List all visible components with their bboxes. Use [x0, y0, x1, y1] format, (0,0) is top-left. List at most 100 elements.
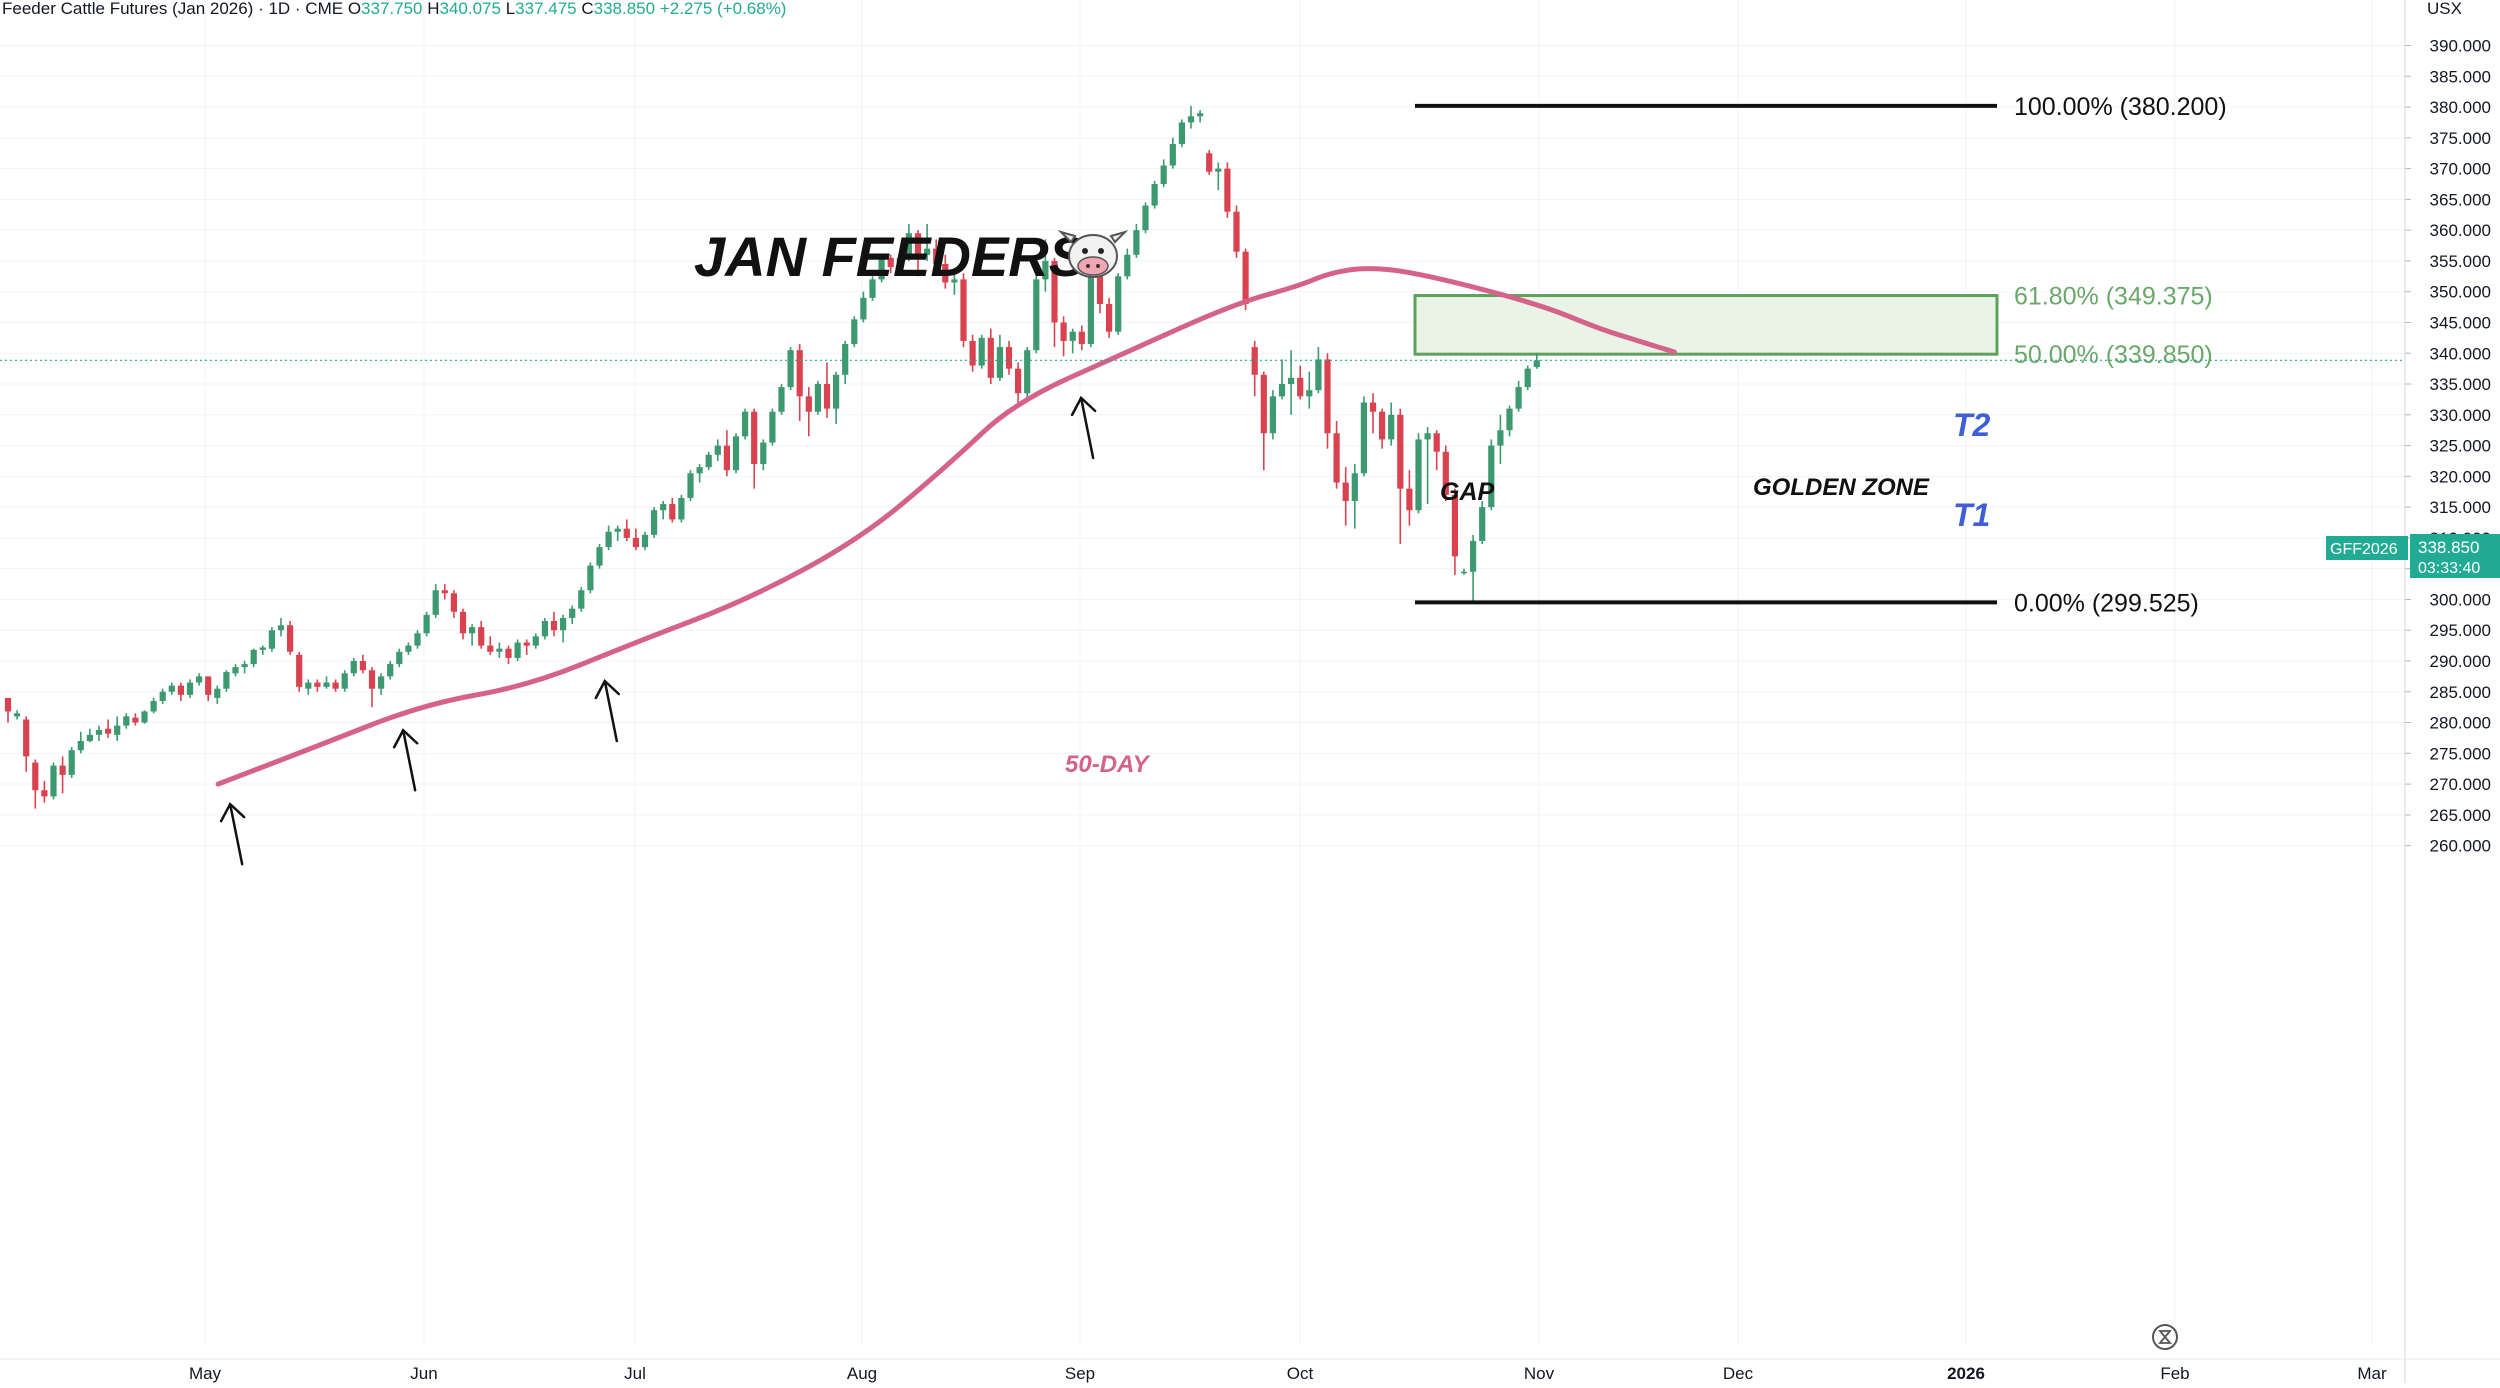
candle [414, 630, 421, 649]
candle-body [423, 614, 430, 634]
y-tick-label: 390.000 [2430, 37, 2491, 56]
candle-body [1005, 347, 1013, 369]
candle [1342, 467, 1349, 526]
candle [250, 648, 257, 668]
x-tick-label: Jun [410, 1364, 437, 1383]
x-tick-label: Nov [1524, 1364, 1555, 1383]
candle-body [878, 257, 885, 280]
candle-body [1369, 402, 1377, 412]
last-price-tag[interactable]: GFF2026 338.850 03:33:40 [2326, 534, 2500, 578]
candle-body [560, 617, 567, 631]
candle-body [1397, 414, 1404, 489]
y-tick-label: 265.000 [2430, 806, 2491, 825]
candle-body [505, 648, 512, 658]
candle [605, 525, 612, 551]
candle [796, 344, 803, 421]
candle [114, 716, 121, 742]
y-tick-label: 285.000 [2430, 683, 2491, 702]
candle [123, 713, 130, 729]
candle-body [478, 627, 485, 646]
candle-body [1342, 482, 1349, 501]
candle-body [396, 651, 403, 665]
candle [860, 291, 867, 323]
candle-body [214, 688, 221, 698]
candle-body [1060, 322, 1067, 341]
candle [205, 676, 212, 702]
time-zone-icon[interactable] [2152, 1324, 2178, 1350]
y-tick-label: 275.000 [2430, 744, 2491, 763]
candle-body [1024, 350, 1031, 394]
ma-label: 50-DAY [1065, 751, 1151, 778]
candle-body [77, 741, 84, 751]
candle-body [1306, 390, 1313, 397]
candle [1506, 405, 1513, 437]
candle-body [1333, 433, 1340, 483]
candle [1406, 470, 1413, 526]
candle-body [1524, 368, 1531, 388]
candle-body [1324, 359, 1331, 434]
candle [587, 562, 594, 594]
candle [268, 627, 275, 652]
candle-body [1351, 473, 1358, 501]
candle-body [323, 682, 330, 687]
candle-body [1169, 143, 1176, 166]
price-axis[interactable]: 260.000 265.000 270.000 275.000 280.000 285.0… [2404, 0, 2491, 1383]
candle [487, 636, 494, 655]
candle-body [969, 340, 976, 366]
candle-body [459, 611, 467, 634]
candle-body [587, 565, 594, 591]
candle [505, 645, 512, 665]
candle-body [1488, 445, 1495, 508]
y-tick-label: 345.000 [2430, 313, 2491, 332]
candle [1379, 408, 1386, 449]
candle-body [569, 608, 576, 618]
candlestick-series [4, 105, 1540, 809]
candle [41, 781, 48, 803]
candle [341, 670, 348, 692]
candle [714, 439, 721, 461]
candle-body [1051, 260, 1058, 323]
candle [478, 620, 485, 649]
candle [523, 639, 530, 655]
candle-body [978, 337, 985, 366]
candle-body [614, 528, 621, 532]
candle-body [1278, 384, 1286, 397]
candle-body [1242, 251, 1249, 305]
candle-body [1133, 230, 1140, 255]
candle-body [814, 384, 821, 412]
candle-body [314, 682, 321, 687]
candle [50, 762, 57, 800]
time-axis[interactable]: May Jun Jul Aug Sep Oct Nov Dec 2026 Feb Mar [0, 1358, 2500, 1383]
candle-body [296, 654, 303, 687]
candle-body [1433, 433, 1440, 452]
candle [1315, 347, 1322, 394]
candle [1497, 414, 1504, 465]
support-arrows [219, 395, 1097, 866]
candle [141, 710, 148, 724]
candle [978, 334, 985, 369]
y-tick-label: 295.000 [2430, 621, 2491, 640]
candle [223, 670, 230, 692]
candle-body [951, 279, 958, 283]
candle [623, 519, 630, 541]
candle [514, 639, 521, 661]
candle-body [1224, 168, 1231, 212]
candle [368, 667, 376, 708]
candle [1224, 162, 1231, 218]
candle [1333, 420, 1340, 489]
currency-label: USX [2427, 0, 2462, 18]
candle-body [259, 647, 266, 650]
candle-body [277, 625, 285, 631]
candle-body [496, 648, 503, 652]
candle-body [141, 711, 148, 723]
candle [869, 276, 876, 301]
candle-body [787, 350, 794, 388]
fibonacci-levels: 100.00% (380.200) 61.80% (349.375) 50.00% … [0, 93, 2405, 617]
candle-body [641, 534, 649, 548]
candle-body [1360, 402, 1367, 474]
y-tick-label: 320.000 [2430, 467, 2491, 486]
candle [159, 688, 166, 705]
candle [1042, 239, 1049, 292]
candle-body [914, 233, 922, 255]
